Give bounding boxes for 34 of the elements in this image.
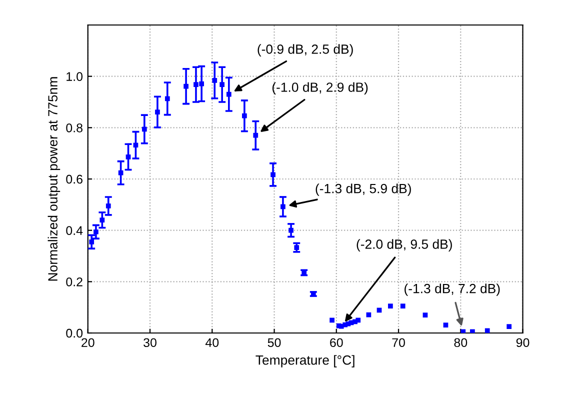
x-tick-label: 50: [268, 338, 281, 348]
y-axis-title: Normalized output power at 775nm: [48, 77, 60, 281]
y-tick-label: 1.0: [66, 72, 83, 81]
point: [366, 312, 372, 318]
point: [330, 318, 334, 323]
annotation: (-1.0 dB, 2.9 dB): [272, 82, 368, 95]
annotation: (-0.9 dB, 2.5 dB): [258, 44, 353, 56]
x-tick-label: 60: [330, 338, 343, 348]
x-tick-label: 40: [205, 338, 219, 348]
point: [460, 329, 466, 333]
x-tick-label: 70: [392, 338, 405, 348]
point: [356, 318, 361, 323]
point: [338, 324, 344, 329]
point: [443, 322, 448, 328]
x-tick-label: 30: [144, 338, 156, 348]
annotation: (-1.3 dB, 5.9 dB): [316, 184, 411, 196]
point: [388, 304, 393, 308]
point: [470, 329, 475, 333]
point: [506, 324, 512, 330]
annotation: (-2.0 dB, 9.5 dB): [356, 239, 452, 252]
x-tick-label: 80: [454, 338, 468, 348]
x-tick-label: 90: [516, 338, 530, 348]
y-tick-label: 0.8: [66, 123, 82, 132]
point: [400, 304, 406, 308]
point: [422, 312, 428, 318]
point: [376, 308, 382, 313]
y-tick-label: 0.6: [66, 174, 82, 184]
y-tick-label: 0.0: [66, 328, 83, 338]
x-axis-title: Temperature [°C]: [256, 355, 354, 368]
x-tick-label: 20: [82, 338, 94, 348]
annotation: (-1.3 dB, 7.2 dB): [404, 284, 500, 296]
y-tick-label: 0.2: [66, 277, 82, 286]
point: [484, 328, 490, 333]
y-tick-label: 0.4: [66, 226, 83, 235]
